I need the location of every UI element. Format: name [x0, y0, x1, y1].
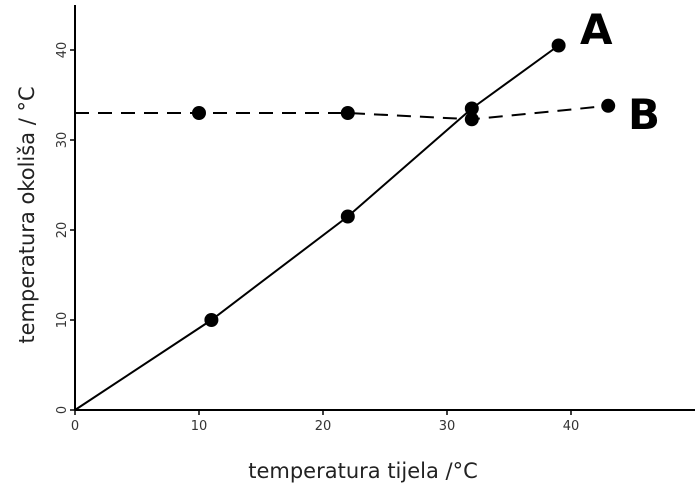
y-axis-title: temperatura okoliša / °C: [15, 86, 39, 343]
x-ticks: 0 10 20 30 40: [71, 410, 579, 434]
y-tick-label: 0: [55, 406, 70, 414]
series-b-point: [465, 112, 479, 126]
series-a-point: [552, 39, 566, 53]
series-b-point: [192, 106, 206, 120]
series-label-b: B: [628, 90, 660, 139]
series-a-point: [204, 313, 218, 327]
series-b-point: [601, 99, 615, 113]
series-label-a: A: [580, 5, 613, 54]
y-tick-label: 40: [55, 42, 70, 59]
y-ticks: 0 10 20 30 40: [55, 42, 75, 414]
y-tick-label: 20: [55, 222, 70, 239]
series-a-point: [341, 210, 355, 224]
y-tick-label: 30: [55, 132, 70, 149]
x-tick-label: 10: [191, 419, 208, 434]
x-tick-label: 40: [563, 419, 580, 434]
x-tick-label: 30: [439, 419, 456, 434]
plot-markers: [192, 39, 615, 328]
y-tick-label: 10: [55, 312, 70, 329]
plot-lines: [75, 46, 608, 411]
x-tick-label: 0: [71, 419, 79, 434]
series-b-point: [341, 106, 355, 120]
x-axis-title: temperatura tijela /°C: [248, 459, 478, 483]
x-tick-label: 20: [315, 419, 332, 434]
series-a-line: [75, 46, 559, 411]
